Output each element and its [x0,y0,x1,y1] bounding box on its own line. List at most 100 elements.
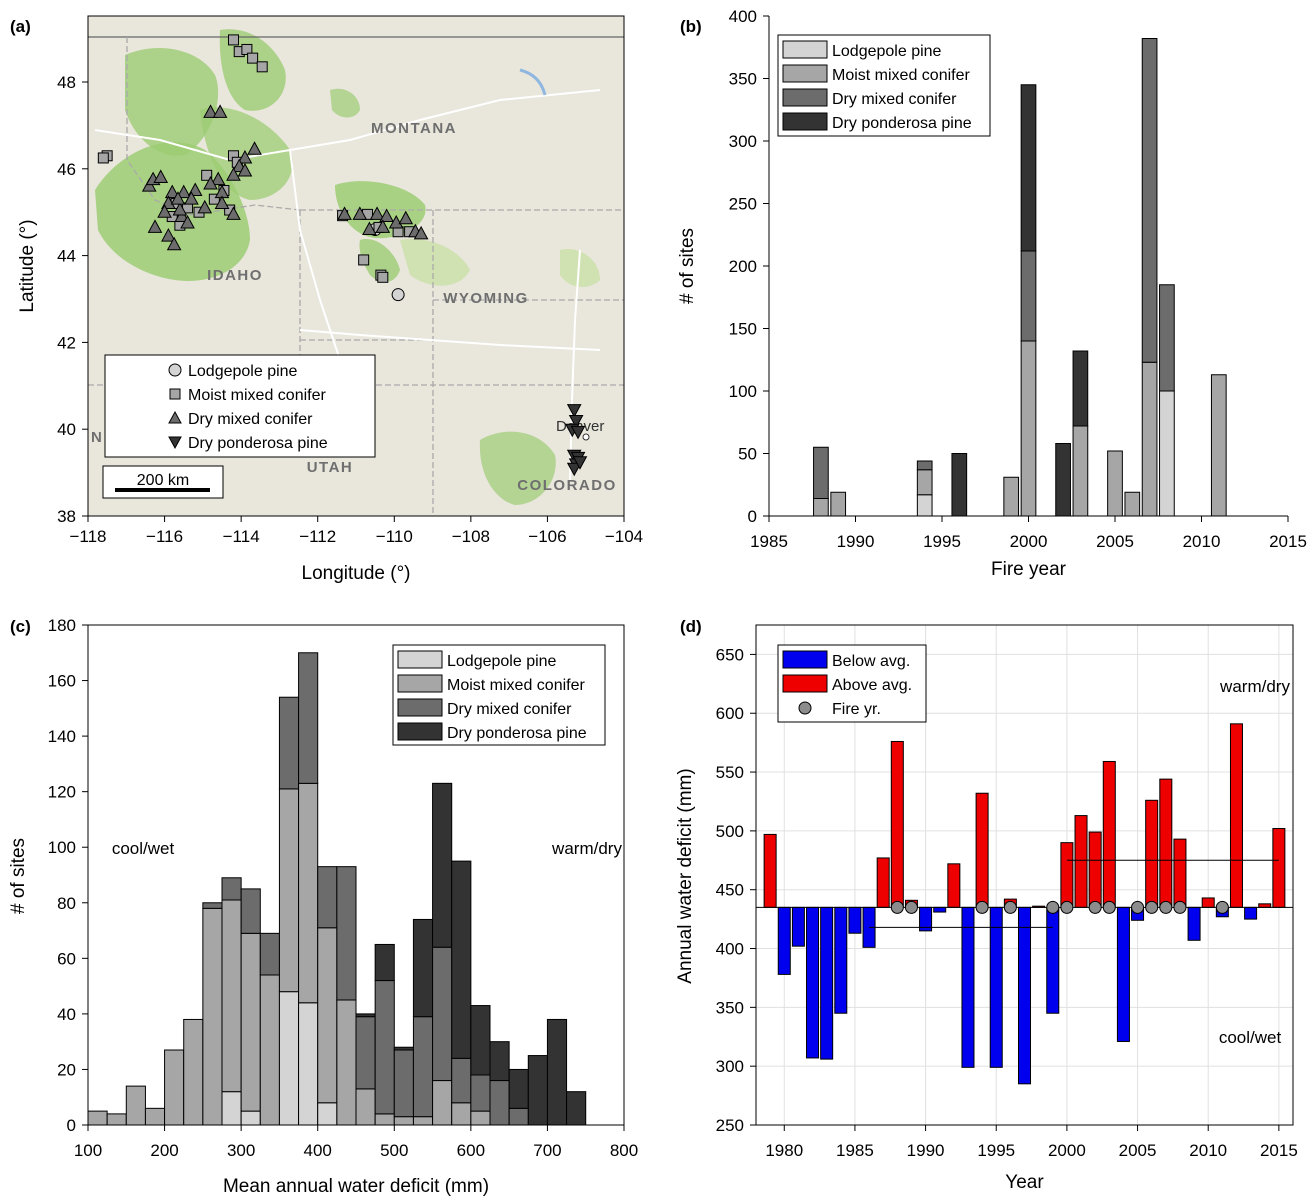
panel-a-xtick-label: −108 [452,527,490,546]
panel-c-bar-segment [412,918,434,1018]
panel-d-bar-above [1159,778,1173,908]
legend-b-ponderosa-label: Dry ponderosa pine [832,115,972,132]
panel-c-ytick-label: 0 [67,1116,76,1135]
panel-d-ytick-label: 500 [716,822,744,841]
panel-d-annotation-coolwet: cool/wet [1219,1028,1282,1047]
panel-b-xtick-label: 1985 [750,532,788,551]
panel-c-bar-segment [374,980,395,1115]
panel-b-bar-segment [916,469,933,496]
panel-d-bar-above [1088,831,1102,908]
panel-b-bar-segment [1055,443,1071,517]
panel-d-bars [756,723,1293,1085]
panel-b-bar-segment [916,460,933,471]
panel-d-ytick-label: 600 [716,704,744,723]
legend-a-moist-label: Moist mixed conifer [188,387,326,404]
site-marker-drymixed [203,175,218,190]
panel-a-ytick-label: 48 [57,73,76,92]
panel-d-ytick-label: 450 [716,881,744,900]
panel-d-bar-below [848,906,862,934]
panel-c-bar-segment [489,1080,510,1126]
scale-bar-box [102,465,224,499]
panel-d-ytick-label: 650 [716,645,744,664]
panel-c-xtick-label: 300 [227,1141,255,1160]
site-marker-ponderosa [570,425,586,440]
site-marker-drymixed [212,104,228,118]
panel-c-bar-segment [317,927,338,1104]
panel-b: (b) 1985 1990 1995 2000 2005 2010 2015 0 50 100 15… [677,7,1307,580]
panel-b-bar-segment [1003,476,1020,517]
panel-b-bar-segment [1141,361,1158,517]
panel-c-xtick-label: 600 [457,1141,485,1160]
panel-c-bar-segment [470,1074,491,1112]
site-marker-drymixed [388,215,404,229]
panel-c-bar-segment [278,991,300,1126]
panel-d-ytick-label: 550 [716,763,744,782]
panel-b-xtick-label: 1995 [923,532,961,551]
panel-d-bar-above [890,740,904,908]
legend-b-lodgepole-label: Lodgepole pine [832,43,942,60]
panel-d-ytick-label: 300 [716,1057,744,1076]
panel-b-legend: Lodgepole pine Moist mixed conifer Dry m… [777,34,991,137]
legend-c-ponderosa-swatch [397,722,443,741]
panel-b-bar-segment [951,453,968,517]
panel-c: (c) 100 200 300 400 500 600 700 800020406080100… [8,616,638,1197]
legend-d-below-swatch [782,650,828,669]
panel-d-fire-marker [1159,900,1173,914]
panel-c-bar-segment [336,999,357,1126]
panel-c-bar-segment [355,1013,376,1018]
panel-d-bar-below [777,906,791,975]
panel-c-xtick-label: 700 [533,1141,561,1160]
panel-d-fire-marker [1215,900,1229,914]
public-land-wyoming [400,239,470,286]
panel-d-bar-above [947,863,961,908]
panel-b-ytick-label: 350 [729,70,757,89]
legend-c-drymixed-swatch [397,698,443,717]
panel-c-bar-segment [508,1107,529,1126]
panel-c-bar-segment [240,888,261,934]
panel-a-ytick-label: 46 [57,160,76,179]
panel-b-bar-segment [1020,84,1037,252]
panel-b-xlabel: Fire year [991,559,1067,580]
highway-i90 [94,89,601,162]
panel-a-xtick-label: −106 [528,527,566,546]
panel-c-bar-segment [546,1018,568,1126]
label-wyoming: WYOMING [443,290,529,307]
legend-a-drymixed-label: Dry mixed conifer [188,411,313,428]
panel-c-xtick-label: 100 [74,1141,102,1160]
panel-c-bar-segment [527,1055,548,1126]
panel-d-bar-below [1116,906,1130,1042]
panel-c-bar-segment [374,943,395,982]
panel-d-xtick-label: 1990 [907,1141,945,1160]
fort-peck-lake [519,68,547,96]
legend-b-moist-label: Moist mixed conifer [832,67,970,84]
panel-d-xtick-label: 2005 [1119,1141,1157,1160]
panel-b-bar-segment [1159,284,1175,392]
legend-a-drymixed-marker [168,410,182,424]
highway-i25 [569,249,581,481]
legend-a-lodgepole-marker [168,363,182,377]
panel-c-bar-segment [412,1116,434,1126]
forest-wind-river [359,239,400,282]
panel-c-ytick-label: 180 [48,616,76,635]
panel-d-bar-above [1272,828,1286,908]
panel-c-bar-segment [298,1002,319,1126]
panel-b-xtick-label: 1990 [837,532,875,551]
panel-a-ytick-label: 42 [57,333,76,352]
panel-c-bar-segment [432,946,453,1082]
panel-d-bar-above [1258,903,1272,908]
panel-d-bar-below [989,906,1003,1068]
legend-b-ponderosa-swatch [782,112,828,131]
highway-i80 [299,329,601,351]
site-marker-drymixed [180,215,195,229]
panel-d-frame [755,624,1294,1126]
panel-b-bar-segment [1020,250,1037,342]
panel-c-bar-segment [278,696,300,790]
panel-d-bar-above [1102,760,1116,908]
panel-d-fire-marker [1046,900,1060,914]
panel-d-label: (d) [680,617,702,636]
site-marker-ponderosa [572,456,588,470]
site-marker-drymixed [176,184,192,199]
panel-d-annotation-warmdry: warm/dry [1219,677,1290,696]
panel-d-bar-above [876,857,890,908]
panel-d-xtick-label: 1980 [765,1141,803,1160]
